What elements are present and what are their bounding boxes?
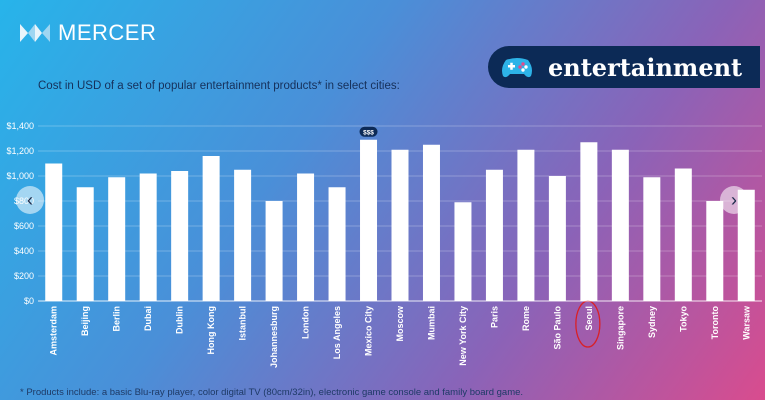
x-tick-label: Tokyo xyxy=(678,306,688,332)
bar xyxy=(674,168,692,301)
y-tick-label: $600 xyxy=(14,221,34,231)
x-tick-label: Warsaw xyxy=(741,305,751,340)
x-tick-label: Toronto xyxy=(710,306,720,340)
x-tick-label: Dubai xyxy=(143,306,153,331)
bar xyxy=(108,177,126,301)
bar xyxy=(76,187,94,301)
bar xyxy=(580,142,598,301)
x-tick-label: Johannesburg xyxy=(269,306,279,368)
mercer-logo-icon xyxy=(20,24,50,42)
next-button[interactable]: › xyxy=(720,186,748,214)
gamepad-icon xyxy=(502,58,532,78)
bar xyxy=(517,149,535,301)
bar xyxy=(265,201,283,301)
price-marker-label: $$$ xyxy=(363,129,374,136)
bar xyxy=(234,169,252,301)
x-tick-label: Amsterdam xyxy=(49,306,59,356)
bar xyxy=(139,173,157,301)
bar xyxy=(45,163,63,301)
x-tick-label: Rome xyxy=(521,306,531,331)
bar xyxy=(422,144,440,301)
bar xyxy=(297,173,315,301)
bar xyxy=(454,202,472,301)
x-tick-label: Istanbul xyxy=(238,306,248,341)
x-tick-label: Los Angeles xyxy=(332,306,342,359)
bar xyxy=(171,171,189,301)
y-tick-label: $1,200 xyxy=(6,146,34,156)
x-tick-label: London xyxy=(301,306,311,339)
bar xyxy=(548,176,566,301)
bar xyxy=(360,139,378,301)
bar xyxy=(611,149,629,301)
footnote: * Products include: a basic Blu-ray play… xyxy=(20,387,524,398)
bar xyxy=(391,149,409,301)
previous-button[interactable]: ‹ xyxy=(16,186,44,214)
x-tick-label: Beijing xyxy=(80,306,90,336)
y-tick-label: $0 xyxy=(24,296,34,306)
badge-label: entertainment xyxy=(548,52,743,82)
bar xyxy=(328,187,346,301)
x-tick-label: Mumbai xyxy=(426,306,436,340)
y-tick-label: $1,400 xyxy=(6,121,34,131)
x-tick-label: Hong Kong xyxy=(206,306,216,355)
bar xyxy=(643,177,661,301)
x-tick-label: New York City xyxy=(458,306,468,366)
y-tick-label: $200 xyxy=(14,271,34,281)
price-marker xyxy=(359,126,378,137)
x-tick-label: São Paulo xyxy=(552,306,562,350)
mercer-logo: MERCER xyxy=(20,20,156,46)
x-tick-label: Mexico City xyxy=(364,306,374,356)
x-tick-label: Paris xyxy=(489,306,499,328)
y-tick-label: $1,000 xyxy=(6,171,34,181)
x-tick-label: Sydney xyxy=(647,306,657,338)
x-tick-label: Moscow xyxy=(395,305,405,342)
bar xyxy=(485,169,503,301)
brand-name: MERCER xyxy=(58,20,157,45)
x-tick-label: Seoul xyxy=(584,306,594,331)
bar xyxy=(706,201,724,301)
chart-title: Cost in USD of a set of popular entertai… xyxy=(38,80,400,92)
category-badge: entertainment xyxy=(488,46,760,88)
bar xyxy=(737,189,755,301)
x-tick-label: Singapore xyxy=(615,306,625,350)
y-tick-label: $400 xyxy=(14,246,34,256)
x-tick-label: Berlin xyxy=(112,306,122,332)
x-tick-label: Dublin xyxy=(175,306,185,334)
bar xyxy=(202,156,220,301)
